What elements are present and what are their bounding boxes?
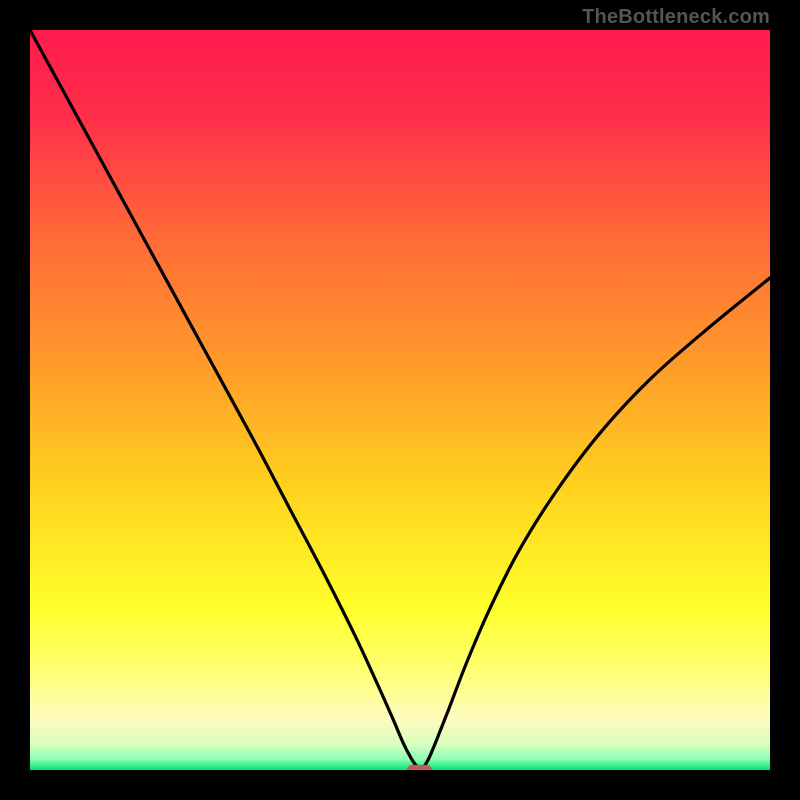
watermark-text: TheBottleneck.com <box>582 6 770 29</box>
bottleneck-curve-chart <box>30 30 770 770</box>
gradient-background <box>30 30 770 770</box>
chart-frame: TheBottleneck.com <box>0 0 800 800</box>
plot-area <box>30 30 770 770</box>
optimal-marker <box>407 765 432 770</box>
